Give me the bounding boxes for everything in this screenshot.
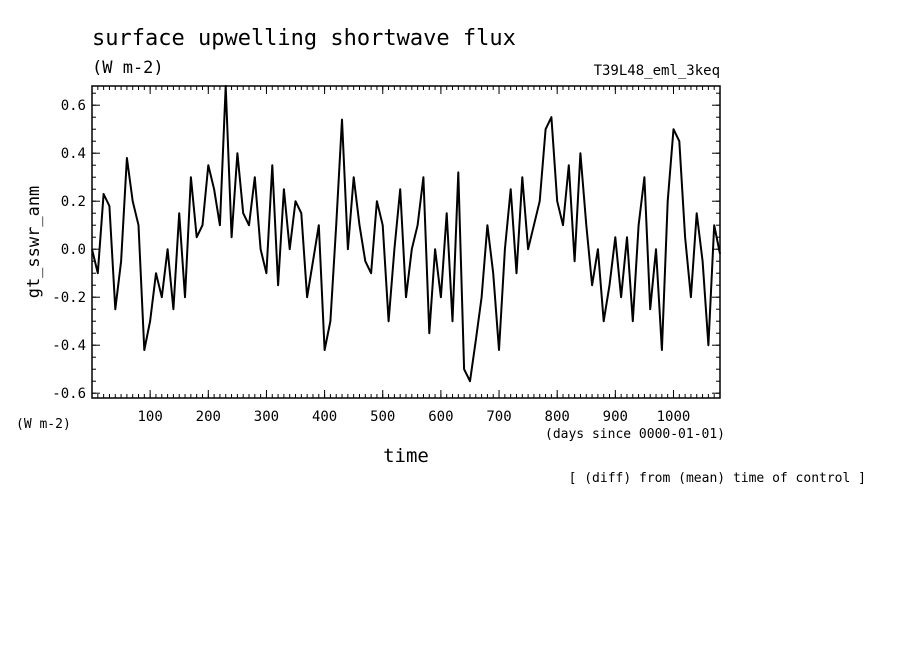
y-tick-label: 0.6 [61,98,86,114]
x-tick-label: 900 [603,409,628,425]
y-tick-label: -0.2 [52,290,86,306]
y-axis-ticks: -0.6 -0.4 -0.2 0.0 0.2 0.4 0.6 [52,92,720,402]
x-tick-label: 500 [370,409,395,425]
x-axis-label: time [383,445,429,467]
plot-area: -0.6 -0.4 -0.2 0.0 0.2 0.4 0.6 100 200 300 400 500… [52,85,721,425]
y-tick-label: -0.4 [52,338,86,354]
chart-title: surface upwelling shortwave flux [92,26,516,51]
x-tick-label: 100 [137,409,162,425]
y-tick-label: 0.2 [61,194,86,210]
x-tick-label: 800 [545,409,570,425]
x-axis-unit: (days since 0000-01-01) [545,427,725,442]
series-line [91,85,721,383]
y-axis-label: gt_sswr_anm [24,186,44,299]
x-tick-label: 600 [428,409,453,425]
run-id-label: T39L48_eml_3keq [594,63,720,79]
x-tick-label: 400 [312,409,337,425]
y-tick-label: 0.4 [61,146,86,162]
footnote: [ (diff) from (mean) time of control ] [569,471,866,486]
y-tick-label: -0.6 [52,386,86,402]
x-axis-ticks: 100 200 300 400 500 600 700 800 900 1000 [97,86,715,425]
x-tick-label: 200 [196,409,221,425]
y-tick-label: 0.0 [61,242,86,258]
x-tick-label: 700 [486,409,511,425]
x-tick-label: 1000 [657,409,691,425]
y-axis-unit: (W m-2) [16,417,71,432]
x-tick-label: 300 [254,409,279,425]
chart-units: (W m-2) [92,58,164,78]
